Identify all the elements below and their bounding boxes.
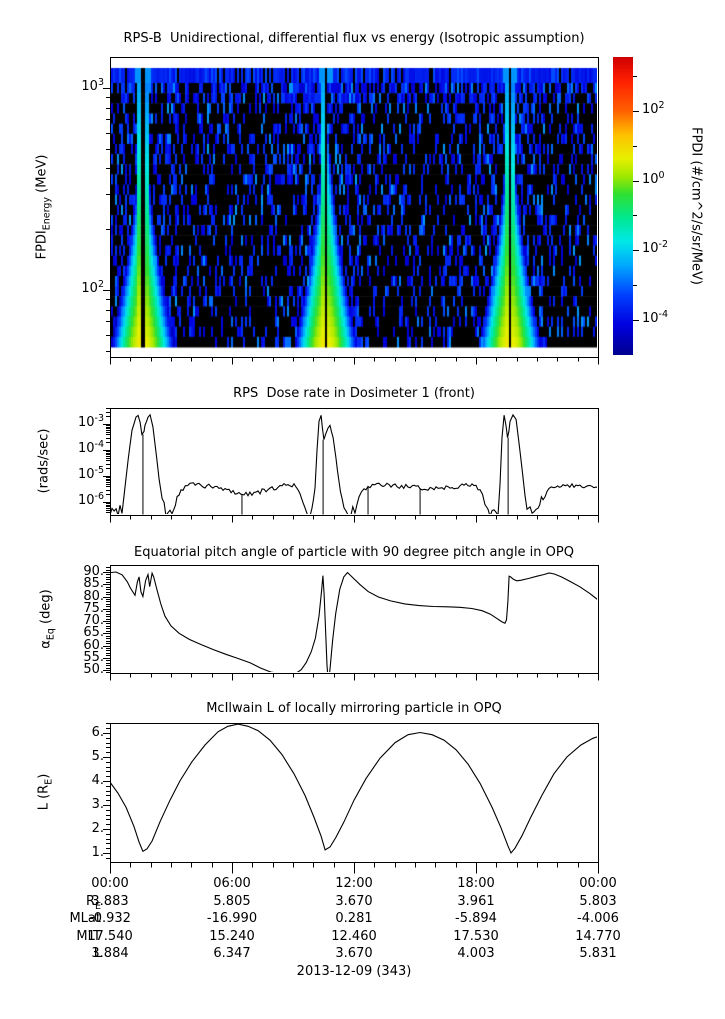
colorbar-tick-label: 10-4: [642, 309, 669, 326]
table-value-MLat: -5.894: [455, 911, 497, 926]
panel3-title: Equatorial pitch angle of particle with …: [134, 545, 574, 560]
pitch-angle-curve: [111, 571, 597, 672]
table-value-RE: 3.670: [335, 894, 373, 909]
table-value-MLat: -0.932: [89, 911, 131, 926]
panel3-y-axis-label: αEq (deg): [38, 589, 57, 649]
flux-spectrogram-image: [111, 58, 597, 356]
mcilwain-l-curve: [111, 724, 597, 855]
table-row-label-L: L: [93, 946, 101, 961]
panel3-ytick-label: 80.: [83, 589, 104, 604]
panel4-ytick-label: 3.: [91, 797, 104, 812]
panel3-ytick-label: 90.: [83, 564, 104, 579]
time-tick-label: 06:00: [213, 876, 251, 891]
table-value-MLT: 17.530: [453, 929, 499, 944]
time-tick-label: 00:00: [579, 876, 617, 891]
colorbar-tick-label: 10-2: [642, 239, 669, 256]
table-value-L: 6.347: [213, 946, 251, 961]
panel2-ytick-label: 10-5: [77, 465, 104, 482]
time-tick-label: 00:00: [91, 876, 129, 891]
panel3-ytick-label: 55.: [83, 650, 104, 665]
panel1-frame: [110, 57, 599, 358]
panel2-y-axis-label: (rads/sec): [36, 428, 52, 494]
table-row-label-RE: RE: [85, 894, 101, 912]
panel2-title: RPS Dose rate in Dosimeter 1 (front): [233, 386, 475, 401]
time-tick-label: 18:00: [457, 876, 495, 891]
table-value-MLT: 15.240: [209, 929, 255, 944]
table-value-L: 4.003: [457, 946, 495, 961]
dose-rate-curve: [111, 413, 597, 514]
panel2-ytick-label: 10-6: [77, 491, 104, 508]
panel3-ytick-label: 65.: [83, 625, 104, 640]
panel2-ytick-label: 10-3: [77, 413, 104, 430]
panel3-ytick-label: 70.: [83, 613, 104, 628]
colorbar-tick-label: 100: [642, 170, 665, 187]
panel4-frame: [110, 723, 599, 863]
table-value-RE: 5.805: [213, 894, 251, 909]
table-value-RE: 3.883: [91, 894, 129, 909]
table-row-label-MLat: MLat: [69, 911, 101, 926]
panel4-ytick-label: 1.: [91, 845, 104, 860]
table-value-RE: 3.961: [457, 894, 495, 909]
panel3-ytick-label: 60.: [83, 638, 104, 653]
table-row-label-MLT: MLT: [76, 929, 101, 944]
table-value-RE: 5.803: [579, 894, 617, 909]
panel3-ytick-label: 75.: [83, 601, 104, 616]
panel4-ytick-label: 4.: [91, 773, 104, 788]
panel4-ytick-label: 5.: [91, 749, 104, 764]
table-value-MLT: 17.540: [87, 929, 133, 944]
date-label: 2013-12-09 (343): [296, 964, 412, 979]
table-value-MLat: -16.990: [206, 911, 258, 926]
panel4-y-axis-label: L (RE): [36, 773, 55, 811]
time-tick-label: 12:00: [335, 876, 373, 891]
table-value-MLat: 0.281: [335, 911, 373, 926]
panel4-ytick-label: 2.: [91, 821, 104, 836]
table-value-MLT: 12.460: [331, 929, 377, 944]
panel1-ytick-label: 102: [81, 279, 104, 296]
colorbar-gradient: [613, 57, 633, 355]
table-value-L: 3.670: [335, 946, 373, 961]
panel4-title: McIlwain L of locally mirroring particle…: [206, 701, 502, 716]
panel3-frame: [110, 565, 599, 674]
table-value-L: 5.831: [579, 946, 617, 961]
panel3-ytick-label: 85.: [83, 576, 104, 591]
panel1-y-axis-label: FPDIEnergy (MeV): [34, 154, 53, 260]
panel1-ytick-label: 103: [81, 77, 104, 94]
panel4-ytick-label: 6.: [91, 725, 104, 740]
colorbar-axis-label: FPDI (#/cm^2/s/sr/MeV): [688, 127, 704, 285]
table-value-L: 3.884: [91, 946, 129, 961]
table-value-MLT: 14.770: [575, 929, 621, 944]
panel1-title: RPS-B Unidirectional, differential flux …: [123, 31, 585, 46]
panel3-ytick-label: 50.: [83, 662, 104, 677]
panel2-ytick-label: 10-4: [77, 439, 104, 456]
colorbar-tick-label: 102: [642, 100, 665, 117]
table-value-MLat: -4.006: [577, 911, 619, 926]
